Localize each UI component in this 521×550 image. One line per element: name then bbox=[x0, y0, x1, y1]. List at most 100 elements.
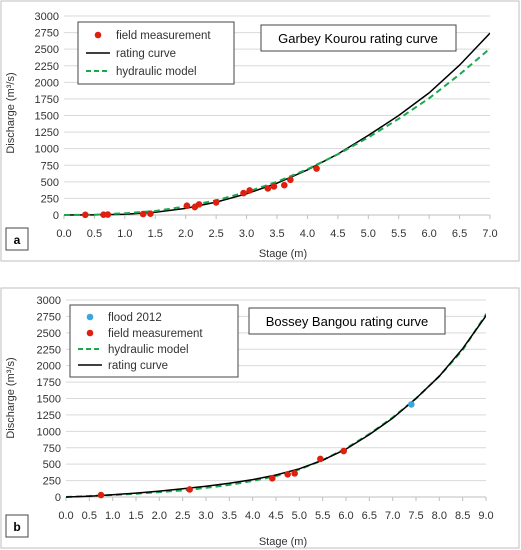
x-tick-label: 4.0 bbox=[300, 228, 315, 240]
panel-b-label: b bbox=[13, 520, 20, 534]
y-tick-label: 500 bbox=[41, 177, 59, 189]
x-tick-label: 7.5 bbox=[408, 510, 423, 522]
panel-a-title-box bbox=[260, 24, 457, 52]
x-tick-label: 6.0 bbox=[421, 228, 436, 240]
data-point-field-measurement bbox=[291, 470, 298, 477]
x-tick-label: 6.5 bbox=[452, 228, 467, 240]
x-tick-label: 1.0 bbox=[117, 228, 132, 240]
legend-label: hydraulic model bbox=[116, 66, 197, 78]
x-tick-label: 4.5 bbox=[268, 510, 283, 522]
data-point-field-measurement bbox=[240, 189, 247, 197]
panel-b-label-box bbox=[5, 514, 29, 538]
data-point-field-measurement bbox=[212, 199, 220, 206]
legend-label: field measurement bbox=[108, 328, 203, 340]
y-tick-label: 3000 bbox=[35, 11, 59, 23]
x-tick-label: 2.5 bbox=[175, 510, 190, 522]
x-tick-label: 8.5 bbox=[455, 510, 470, 522]
legend-swatch bbox=[94, 31, 102, 39]
x-tick-label: 0.0 bbox=[56, 228, 71, 240]
y-tick-label: 250 bbox=[41, 193, 59, 205]
data-point-field-measurement bbox=[340, 447, 347, 455]
panel-b-title-box bbox=[248, 307, 446, 335]
y-tick-label: 250 bbox=[43, 476, 61, 488]
x-tick-label: 5.0 bbox=[292, 510, 307, 522]
y-tick-label: 750 bbox=[43, 443, 61, 455]
panel-b-marks bbox=[66, 312, 486, 499]
data-point-field-measurement bbox=[246, 187, 253, 194]
x-tick-label: 2.0 bbox=[178, 228, 193, 240]
panel-a: 0 250 500 750 1000 1250 1500 1750 2000 2250 2500 27… bbox=[0, 0, 520, 262]
panel-a-label-box bbox=[5, 227, 29, 251]
y-tick-label: 2500 bbox=[37, 328, 61, 340]
x-tick-label: 8.0 bbox=[432, 510, 447, 522]
data-point-field-measurement bbox=[139, 210, 147, 218]
x-tick-label: 3.5 bbox=[269, 228, 284, 240]
x-tick-label: 2.5 bbox=[208, 228, 223, 240]
y-tick-label: 0 bbox=[55, 492, 61, 504]
data-point-field-measurement bbox=[313, 165, 320, 172]
x-tick-label: 5.5 bbox=[315, 510, 330, 522]
panel-a-label: a bbox=[14, 233, 21, 247]
data-point-field-measurement bbox=[195, 201, 203, 208]
x-tick-label: 4.5 bbox=[330, 228, 345, 240]
x-tick-label: 0.5 bbox=[82, 510, 97, 522]
x-tick-label: 9.0 bbox=[478, 510, 493, 522]
series-line-rating-curve bbox=[64, 32, 490, 216]
panel-b: 0 250 500 750 1000 1250 1500 1750 2000 2250 2500 27… bbox=[0, 287, 520, 549]
x-tick-label: 3.5 bbox=[222, 510, 237, 522]
y-tick-label: 2500 bbox=[35, 44, 59, 56]
data-point-field-measurement bbox=[97, 491, 105, 499]
x-tick-label: 5.0 bbox=[361, 228, 376, 240]
data-point-field-measurement bbox=[317, 455, 324, 463]
data-point-field-measurement bbox=[270, 183, 278, 190]
x-tick-label: 5.5 bbox=[391, 228, 406, 240]
x-tick-label: 0.0 bbox=[58, 510, 73, 522]
y-tick-label: 1750 bbox=[35, 94, 59, 106]
x-tick-label: 4.0 bbox=[245, 510, 260, 522]
legend-swatch bbox=[86, 313, 94, 321]
data-point-field-measurement bbox=[287, 176, 294, 184]
x-tick-label: 0.5 bbox=[87, 228, 102, 240]
y-tick-label: 1500 bbox=[37, 394, 61, 406]
data-point-field-measurement bbox=[284, 471, 291, 478]
y-tick-label: 1750 bbox=[37, 377, 61, 389]
y-tick-label: 1250 bbox=[35, 127, 59, 139]
y-tick-label: 2000 bbox=[35, 77, 59, 89]
data-point-field-measurement bbox=[268, 474, 276, 482]
x-tick-label: 3.0 bbox=[198, 510, 213, 522]
legend-label: hydraulic model bbox=[108, 344, 189, 356]
y-tick-label: 1500 bbox=[35, 111, 59, 123]
panel-a-axes: 0 250 500 750 1000 1250 1500 1750 2000 2250 2500 27… bbox=[35, 11, 498, 240]
legend-swatch bbox=[86, 329, 94, 337]
x-tick-label: 1.0 bbox=[105, 510, 120, 522]
data-point-field-measurement bbox=[183, 202, 191, 210]
panel-b-title: Bossey Bangou rating curve bbox=[266, 314, 429, 329]
data-point-field-measurement bbox=[82, 211, 89, 219]
legend-label: field measurement bbox=[116, 30, 211, 42]
y-tick-label: 3000 bbox=[37, 295, 61, 307]
x-tick-label: 1.5 bbox=[128, 510, 143, 522]
panel-b-xlabel: Stage (m) bbox=[259, 536, 307, 548]
data-point-field-measurement bbox=[264, 185, 272, 192]
x-tick-label: 2.0 bbox=[152, 510, 167, 522]
data-point-field-measurement bbox=[281, 181, 288, 189]
y-tick-label: 500 bbox=[43, 459, 61, 471]
panel-a-xlabel: Stage (m) bbox=[259, 248, 307, 260]
data-point-flood-2012 bbox=[408, 401, 415, 408]
data-point-field-measurement bbox=[147, 210, 154, 217]
series-line-hydraulic-model bbox=[64, 47, 490, 216]
legend-label: rating curve bbox=[108, 360, 168, 372]
panel-b-axes: 0 250 500 750 1000 1250 1500 1750 2000 2250 2500 27… bbox=[37, 295, 494, 522]
y-tick-label: 2750 bbox=[35, 28, 59, 40]
x-tick-label: 3.0 bbox=[239, 228, 254, 240]
y-tick-label: 1000 bbox=[37, 426, 61, 438]
y-tick-label: 2750 bbox=[37, 311, 61, 323]
data-point-field-measurement bbox=[104, 211, 112, 218]
y-tick-label: 750 bbox=[41, 160, 59, 172]
y-tick-label: 2250 bbox=[37, 344, 61, 356]
x-tick-label: 6.5 bbox=[362, 510, 377, 522]
panel-b-legend: flood 2012 field measurement hydraulic mod… bbox=[69, 304, 239, 378]
x-tick-label: 7.0 bbox=[482, 228, 497, 240]
panel-b-ylabel: Discharge (m³/s) bbox=[5, 357, 17, 438]
